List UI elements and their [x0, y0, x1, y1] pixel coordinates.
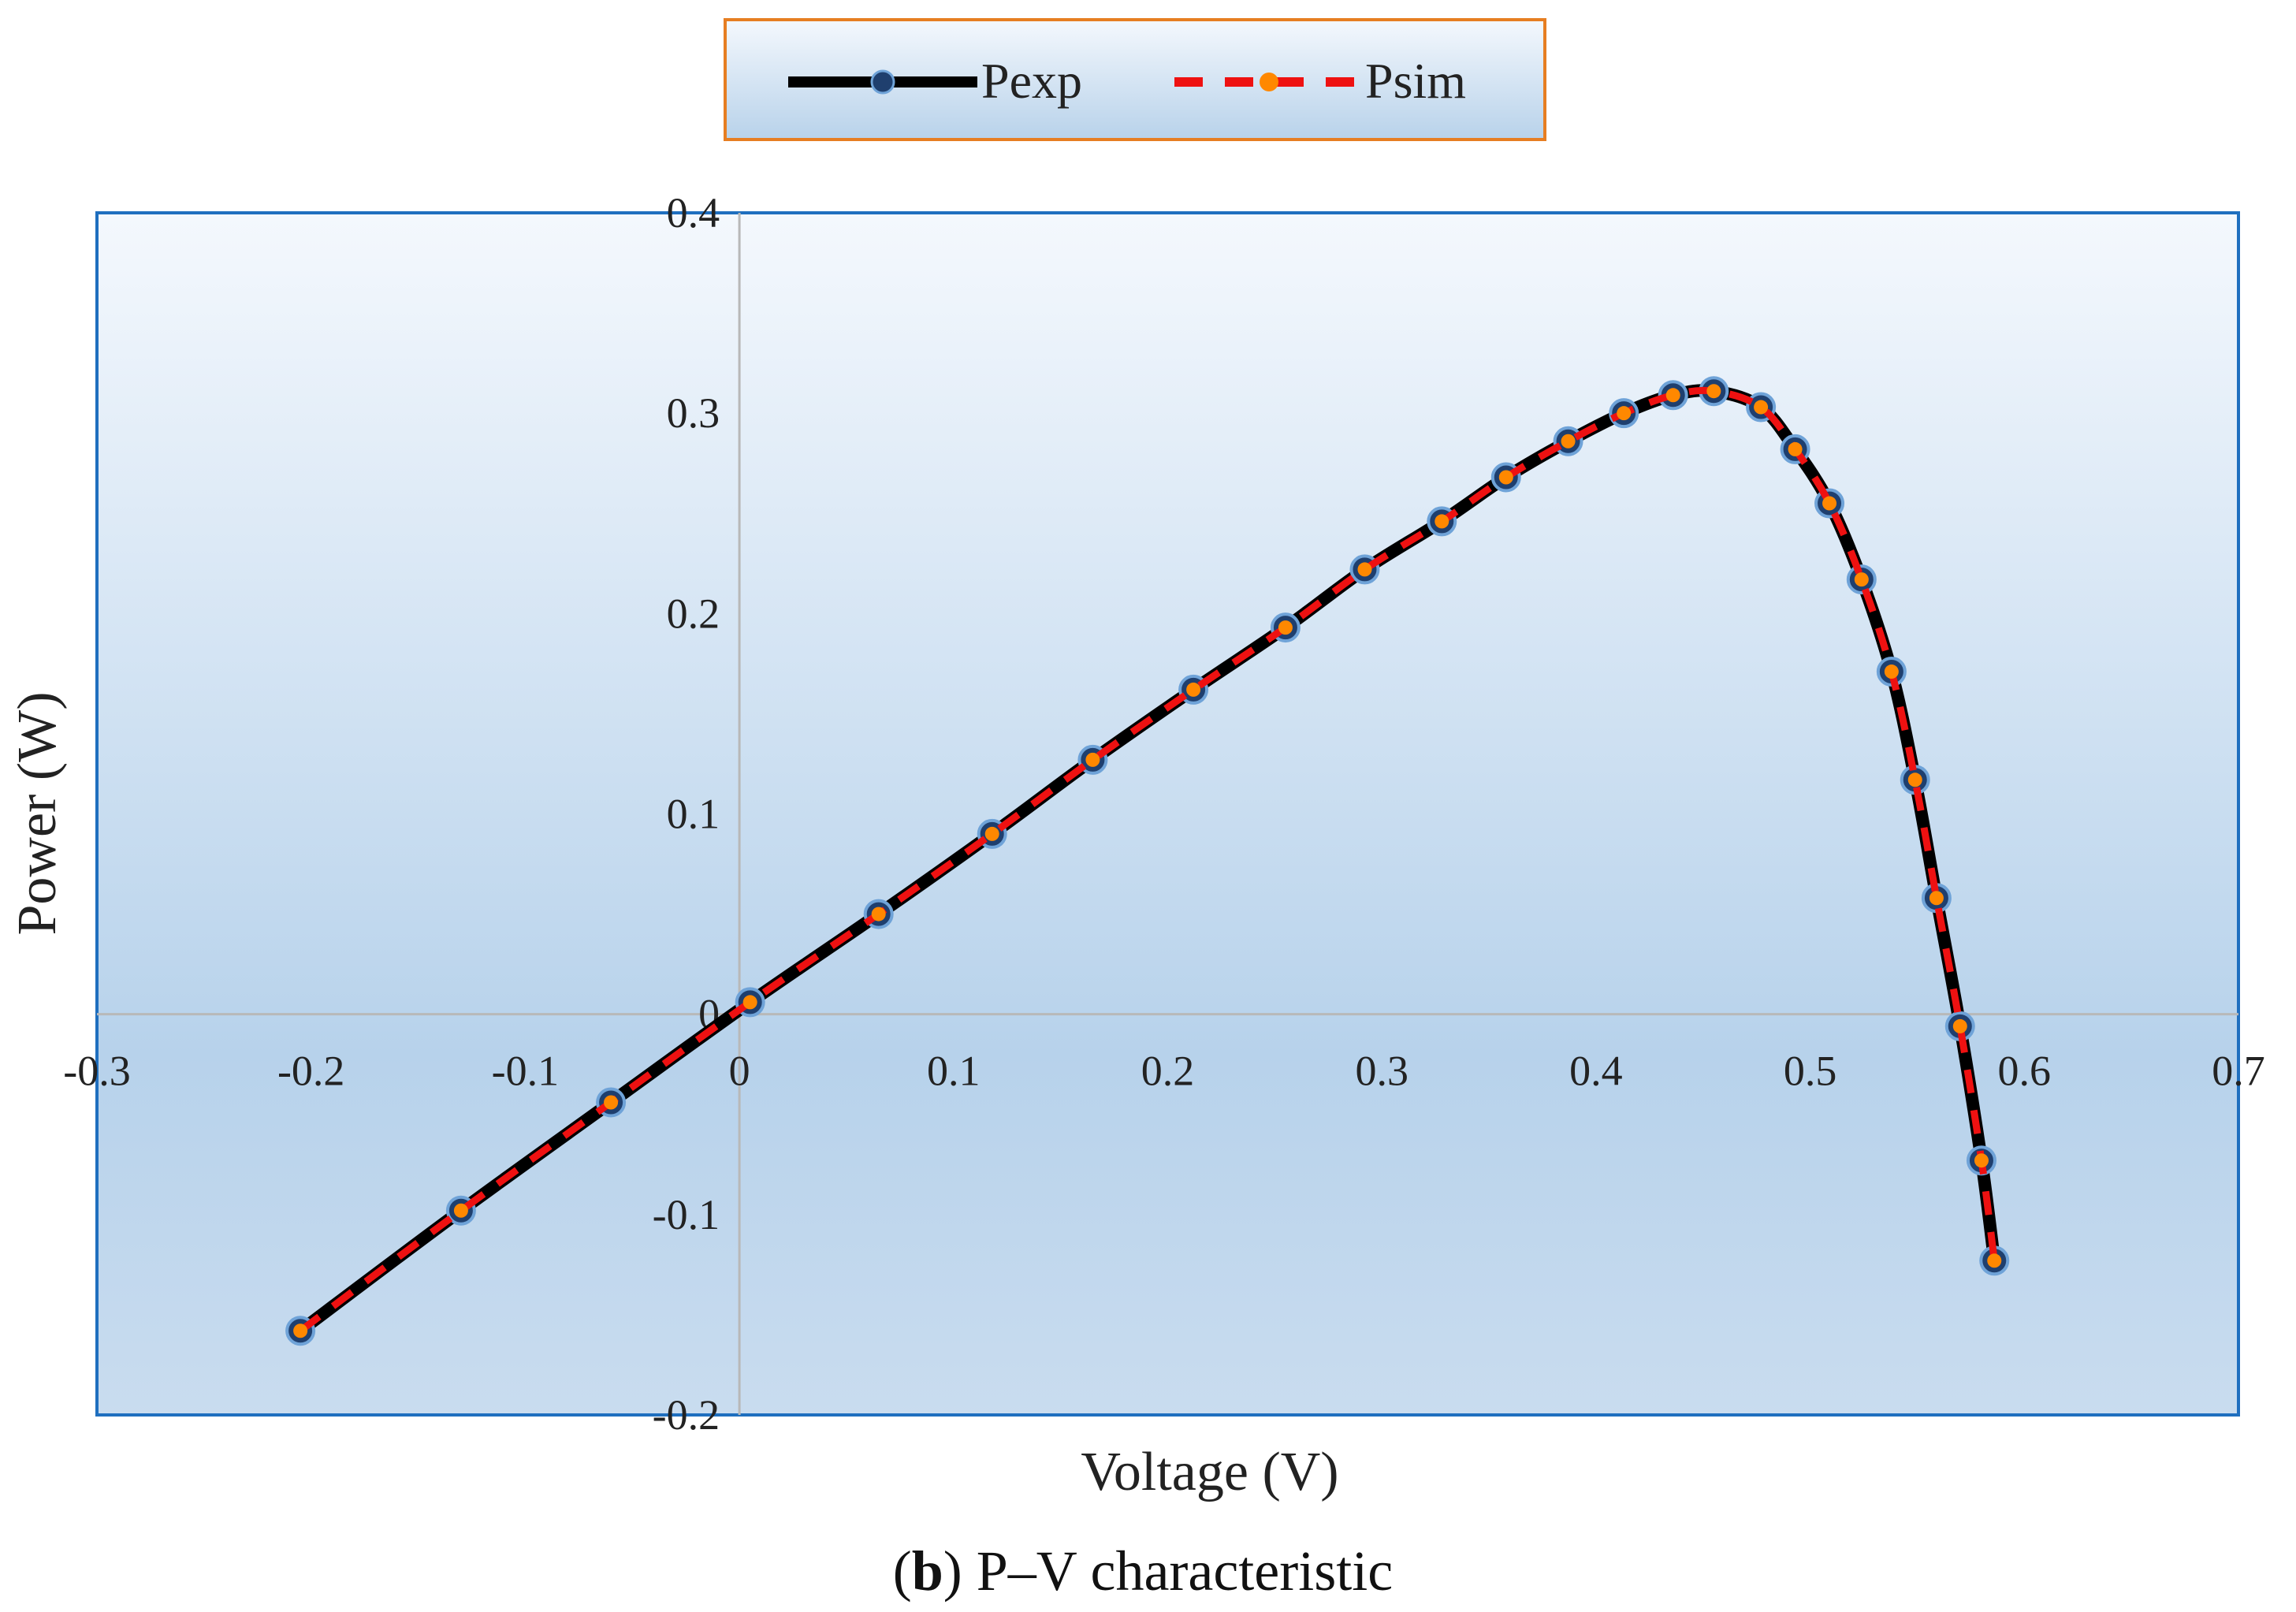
y-tick-label: 0.1: [667, 791, 720, 838]
legend-pexp-label: Pexp: [981, 53, 1082, 109]
psim-point: [1987, 1253, 2002, 1268]
y-tick-labels: 0.40.30.20.10-0.1-0.2: [653, 189, 720, 1439]
psim-point: [1665, 388, 1680, 403]
y-tick-label: -0.1: [653, 1191, 720, 1238]
x-tick-label: 0.2: [1141, 1048, 1195, 1095]
x-tick-label: 0.1: [927, 1048, 981, 1095]
x-tick-labels: -0.3 -0.2 -0.1 0 0.1 0.2 0.3 0.4 0.5 0.6 0.7: [63, 1048, 2264, 1095]
psim-point: [1278, 620, 1293, 635]
x-tick-label: -0.1: [492, 1048, 559, 1095]
figure-caption: (b) P–V characteristic: [893, 1539, 1393, 1603]
series-psim-line: [298, 386, 1998, 1334]
psim-point: [1884, 665, 1899, 679]
psim-point: [984, 826, 999, 841]
psim-point: [1754, 400, 1769, 415]
legend-item-psim: Psim: [1174, 53, 1466, 109]
psim-point: [742, 995, 757, 1010]
psim-point: [1617, 406, 1632, 421]
legend-psim-label: Psim: [1365, 53, 1466, 109]
psim-point: [1907, 772, 1922, 787]
y-axis-title: Power (W): [7, 691, 68, 935]
psim-point: [293, 1323, 308, 1338]
series: [285, 376, 2010, 1346]
psim-point: [1435, 514, 1449, 529]
psim-point: [1929, 891, 1944, 906]
y-tick-label: 0.2: [667, 590, 720, 637]
psim-point: [1822, 496, 1837, 511]
psim-point: [1085, 752, 1100, 767]
psim-point: [1974, 1153, 1989, 1168]
x-tick-label: 0.6: [1998, 1048, 2052, 1095]
y-tick-label: 0.3: [667, 389, 720, 437]
y-tick-label: 0.4: [667, 189, 720, 236]
x-tick-label: -0.3: [63, 1048, 130, 1095]
legend-item-pexp: Pexp: [788, 53, 1082, 109]
y-tick-label: -0.2: [653, 1391, 720, 1439]
psim-point: [871, 907, 886, 921]
psim-point: [1498, 470, 1513, 485]
caption-rest: ) P–V characteristic: [943, 1539, 1393, 1603]
x-tick-label: 0.5: [1784, 1048, 1837, 1095]
x-tick-label: 0: [729, 1048, 750, 1095]
x-tick-label: 0.7: [2212, 1048, 2265, 1095]
legend: Pexp Psim: [724, 18, 1546, 141]
x-tick-label: 0.3: [1355, 1048, 1408, 1095]
psim-point: [1186, 682, 1201, 697]
caption-open: (: [893, 1539, 912, 1603]
psim-point: [604, 1095, 619, 1110]
psim-point: [1854, 572, 1869, 587]
psim-point: [1706, 384, 1721, 399]
psim-point: [1788, 441, 1803, 456]
psim-point: [1357, 562, 1372, 577]
x-tick-label: 0.4: [1569, 1048, 1623, 1095]
psim-point: [453, 1203, 468, 1218]
caption-bold: b: [912, 1539, 943, 1603]
axes: [97, 213, 2238, 1415]
x-axis-title: Voltage (V): [1081, 1442, 1338, 1502]
legend-pexp-marker: [870, 69, 895, 95]
legend-psim-marker: [1260, 73, 1278, 91]
psim-point: [1561, 434, 1576, 449]
x-tick-label: -0.2: [277, 1048, 344, 1095]
psim-point: [1952, 1018, 1967, 1033]
